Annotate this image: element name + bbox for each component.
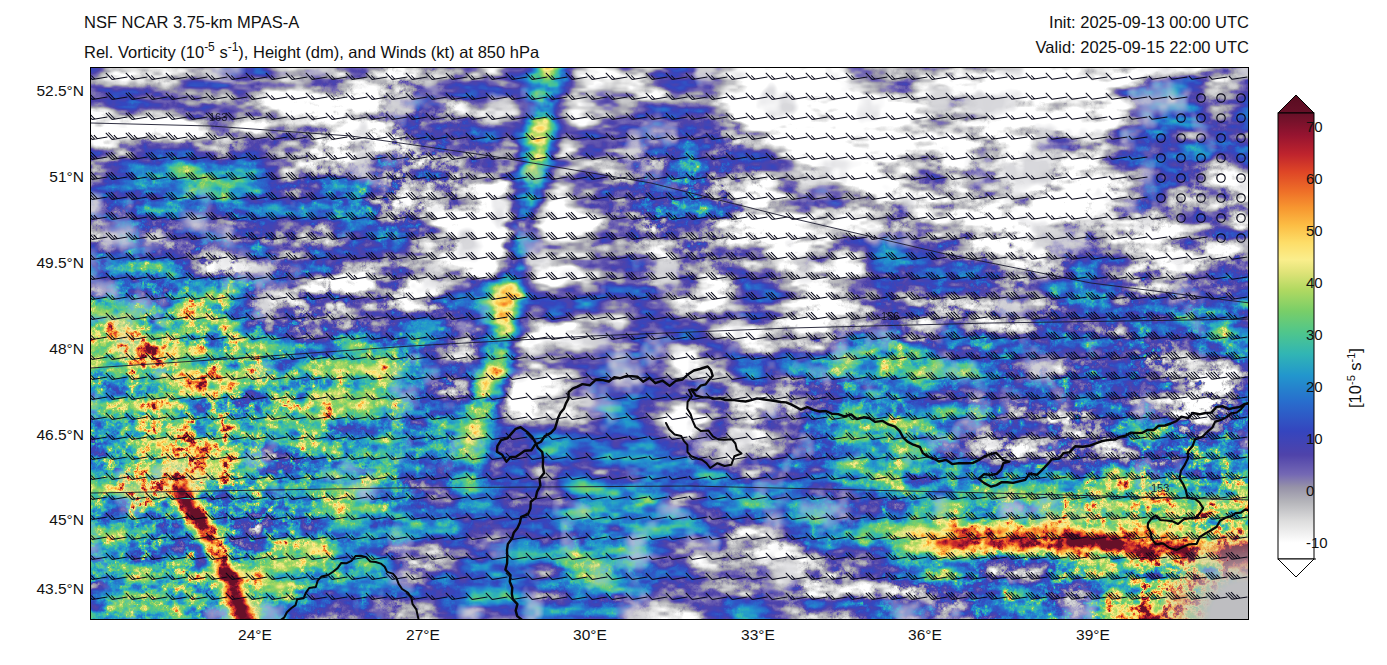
svg-text:153: 153: [1151, 482, 1169, 494]
svg-text:156: 156: [881, 310, 899, 322]
